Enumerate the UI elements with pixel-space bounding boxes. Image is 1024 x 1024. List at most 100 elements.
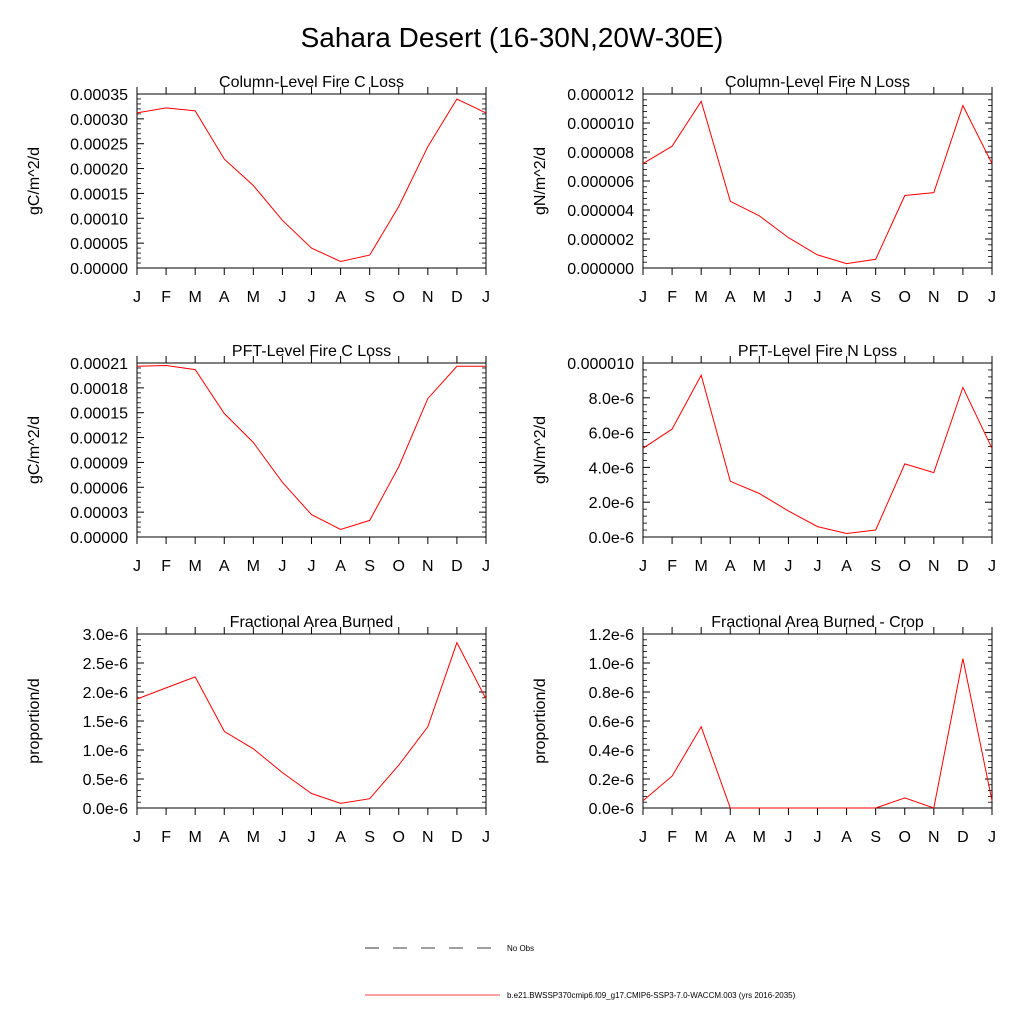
series-line — [642, 658, 993, 809]
y-tick-label: 0.00020 — [70, 162, 128, 179]
series-line — [136, 98, 487, 263]
y-tick-label: 0.6e-6 — [589, 714, 634, 731]
x-tick-label: O — [899, 829, 911, 846]
x-tick-label: S — [364, 289, 375, 306]
x-tick-label: M — [695, 289, 708, 306]
x-tick-label: D — [451, 558, 463, 575]
y-tick-label: 0.0e-6 — [589, 801, 634, 818]
x-tick-label: D — [957, 289, 969, 306]
plot-frame — [136, 362, 487, 538]
x-tick-label: N — [422, 289, 434, 306]
x-tick-label: S — [364, 829, 375, 846]
x-tick-label: J — [988, 829, 996, 846]
x-tick-label: A — [219, 558, 230, 575]
y-tick-label: 0.000012 — [567, 87, 634, 104]
x-tick-label: M — [189, 829, 202, 846]
x-tick-label: J — [308, 558, 316, 575]
y-tick-label: 0.00012 — [70, 431, 128, 448]
y-tick-label: 0.000010 — [567, 356, 634, 373]
x-tick-label: M — [753, 289, 766, 306]
y-tick-label: 2.0e-6 — [589, 495, 634, 512]
page-title: Sahara Desert (16-30N,20W-30E) — [300, 22, 724, 53]
x-tick-label: F — [161, 829, 171, 846]
plot-frame — [136, 93, 487, 269]
y-tick-label: 0.000004 — [567, 203, 634, 220]
x-tick-label: A — [725, 558, 736, 575]
x-tick-label: N — [422, 558, 434, 575]
y-tick-label: 1.0e-6 — [83, 743, 128, 760]
x-tick-label: J — [133, 289, 141, 306]
chart-panel-2: Column-Level Fire N Loss gN/m^2/d 0.000000… — [532, 74, 996, 306]
x-tick-label: J — [784, 558, 792, 575]
x-tick-label: F — [667, 289, 677, 306]
x-tick-label: J — [639, 289, 647, 306]
x-tick-label: D — [451, 289, 463, 306]
x-tick-label: N — [422, 829, 434, 846]
y-tick-label: 0.2e-6 — [589, 772, 634, 789]
chart-panel-4: PFT-Level Fire N Loss gN/m^2/d 0.0e-6 2.0e-… — [532, 343, 996, 575]
y-tick-label: 0.00006 — [70, 480, 128, 497]
plot-frame — [642, 633, 993, 809]
y-tick-label: 0.00021 — [70, 356, 128, 373]
y-tick-label: 0.4e-6 — [589, 743, 634, 760]
chart-title: PFT-Level Fire C Loss — [232, 343, 391, 360]
y-tick-label: 1.0e-6 — [589, 656, 634, 673]
y-tick-label: 0.00025 — [70, 137, 128, 154]
x-tick-label: J — [784, 829, 792, 846]
y-tick-label: 4.0e-6 — [589, 460, 634, 477]
y-tick-label: 0.000000 — [567, 261, 634, 278]
x-tick-label: N — [928, 289, 940, 306]
y-tick-label: 6.0e-6 — [589, 426, 634, 443]
series-line — [642, 373, 993, 535]
chart-panel-1: Column-Level Fire C Loss gC/m^2/d 0.00000 0… — [26, 74, 490, 306]
y-tick-label: 0.00015 — [70, 406, 128, 423]
x-tick-label: O — [393, 558, 405, 575]
y-tick-label: 1.5e-6 — [83, 714, 128, 731]
x-tick-label: D — [957, 829, 969, 846]
series-line — [136, 364, 486, 531]
x-tick-label: A — [219, 289, 230, 306]
y-tick-label: 0.00000 — [70, 530, 128, 547]
chart-title: PFT-Level Fire N Loss — [738, 343, 897, 360]
x-tick-label: A — [841, 289, 852, 306]
y-tick-label: 0.8e-6 — [589, 685, 634, 702]
x-tick-label: F — [667, 558, 677, 575]
x-tick-label: S — [870, 558, 881, 575]
y-tick-label: 0.00009 — [70, 455, 128, 472]
x-tick-label: D — [451, 829, 463, 846]
x-tick-label: J — [482, 289, 490, 306]
x-tick-label: A — [335, 558, 346, 575]
x-tick-label: S — [870, 289, 881, 306]
chart-title: Column-Level Fire N Loss — [725, 74, 910, 91]
legend-label-model: b.e21.BWSSP370cmip6.f09_g17.CMIP6-SSP3-7… — [507, 991, 796, 1000]
x-tick-label: J — [278, 829, 286, 846]
x-tick-label: A — [335, 829, 346, 846]
x-tick-label: N — [928, 558, 940, 575]
x-tick-label: A — [219, 829, 230, 846]
y-tick-label: 0.00003 — [70, 505, 128, 522]
x-tick-label: O — [393, 829, 405, 846]
y-tick-label: 0.00005 — [70, 236, 128, 253]
x-tick-label: J — [814, 829, 822, 846]
y-tick-label: 0.00000 — [70, 261, 128, 278]
y-tick-label: 0.00018 — [70, 381, 128, 398]
x-tick-label: A — [725, 289, 736, 306]
y-axis-label: proportion/d — [26, 678, 43, 763]
x-tick-label: J — [988, 558, 996, 575]
x-tick-label: N — [928, 829, 940, 846]
x-tick-label: M — [189, 558, 202, 575]
y-tick-label: 0.000010 — [567, 116, 634, 133]
x-tick-label: S — [364, 558, 375, 575]
x-tick-label: J — [639, 829, 647, 846]
y-tick-label: 0.000008 — [567, 145, 634, 162]
y-axis-label: gC/m^2/d — [26, 416, 43, 484]
chart-title: Fractional Area Burned - Crop — [711, 614, 924, 631]
x-tick-label: O — [899, 289, 911, 306]
y-tick-label: 3.0e-6 — [83, 627, 128, 644]
chart-title: Fractional Area Burned — [230, 614, 394, 631]
x-tick-label: A — [725, 829, 736, 846]
plot-frame — [136, 633, 487, 809]
x-tick-label: J — [482, 558, 490, 575]
y-tick-label: 1.2e-6 — [589, 627, 634, 644]
x-tick-label: J — [988, 289, 996, 306]
